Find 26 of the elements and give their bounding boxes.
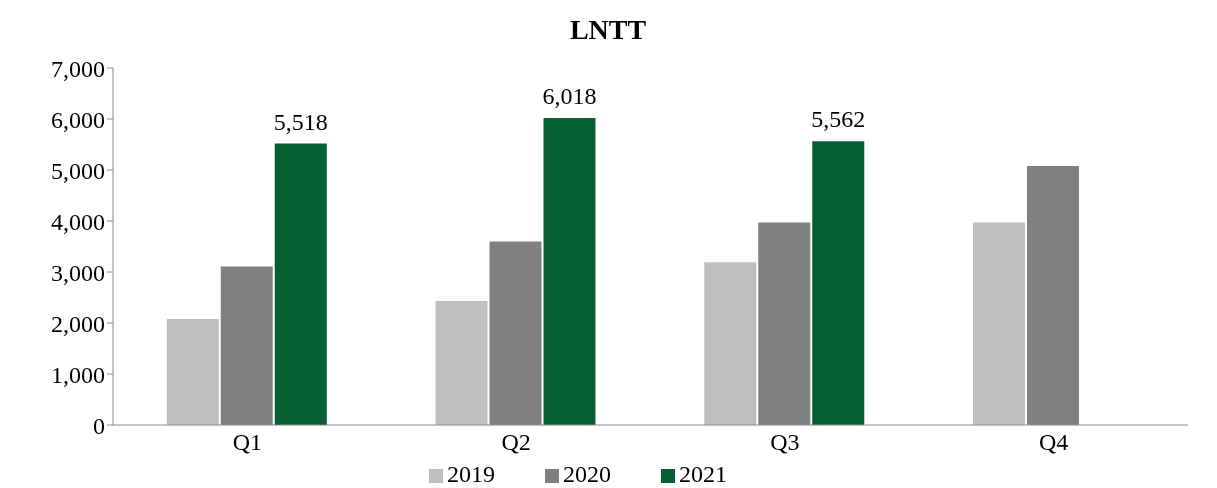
y-tick-label: 2,000 — [51, 310, 105, 337]
x-tick-label: Q4 — [1038, 429, 1069, 456]
y-tick-label: 3,000 — [51, 259, 105, 286]
x-tick-label: Q1 — [232, 429, 263, 456]
bar — [166, 318, 219, 425]
x-tick-label: Q3 — [770, 429, 800, 456]
bar — [704, 262, 757, 425]
y-tick-label: 7,000 — [51, 55, 105, 82]
y-tick-label: 5,000 — [51, 157, 105, 184]
data-label: 5,518 — [273, 108, 328, 135]
chart-title: LNTT — [568, 13, 648, 47]
bar — [812, 141, 865, 425]
x-tick-label: Q2 — [501, 429, 531, 456]
bar — [973, 222, 1025, 425]
legend-label: 2021 — [679, 461, 727, 487]
legend-label: 2019 — [447, 461, 495, 487]
y-tick-label: 0 — [93, 412, 105, 439]
bar — [274, 143, 327, 425]
bar — [435, 301, 488, 425]
y-tick-label: 1,000 — [51, 361, 105, 388]
y-tick-label: 4,000 — [51, 208, 105, 235]
legend-label: 2020 — [563, 461, 611, 487]
y-tick-label: 6,000 — [51, 106, 105, 133]
data-label: 5,562 — [811, 106, 866, 133]
data-label: 6,018 — [542, 83, 597, 110]
bar — [543, 118, 596, 425]
